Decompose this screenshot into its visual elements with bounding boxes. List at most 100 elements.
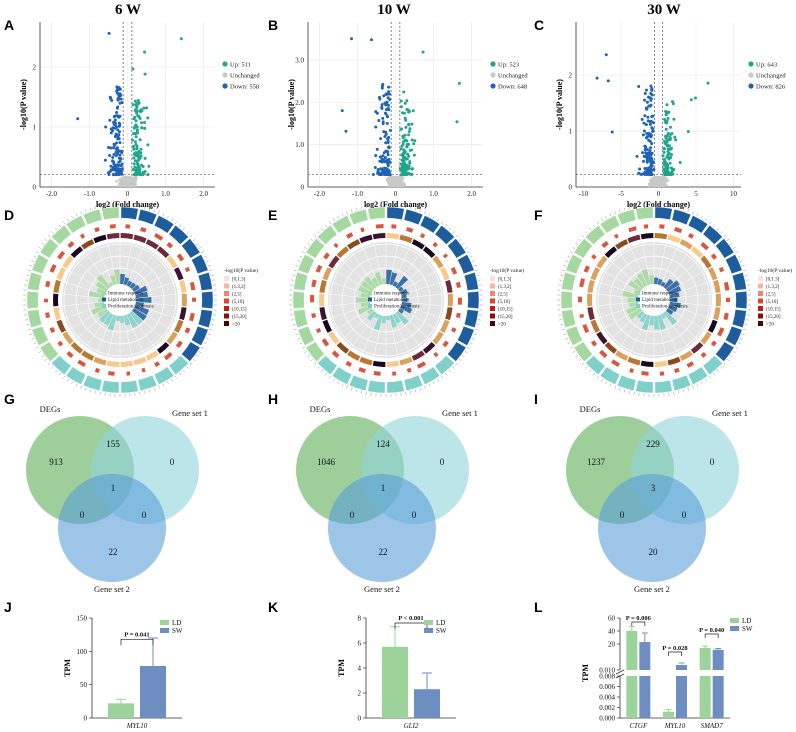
outer-tick xyxy=(337,215,340,219)
rich-factor-bar xyxy=(648,315,654,326)
point-up xyxy=(457,81,461,85)
enrichment-ring-segment xyxy=(133,234,147,244)
outer-tick xyxy=(559,319,563,321)
legend-swatch-ld xyxy=(160,620,169,625)
rich-factor-bar xyxy=(115,315,120,322)
point-unchanged xyxy=(385,178,389,181)
enrichment-ring-segment xyxy=(106,360,120,367)
term-segment xyxy=(635,380,654,394)
enrichment-ring-segment xyxy=(640,360,654,367)
point-up xyxy=(666,116,670,120)
outer-tick xyxy=(713,372,716,376)
point-down xyxy=(650,87,654,91)
inner-radial-line xyxy=(123,315,133,357)
outer-tick xyxy=(351,209,353,213)
term-segment xyxy=(573,341,593,362)
inner-radial-line xyxy=(630,246,648,286)
outer-tick xyxy=(424,211,426,215)
term-segment xyxy=(573,238,593,259)
rich-factor-bar xyxy=(392,313,402,324)
inner-radial-line xyxy=(401,293,444,299)
point-down xyxy=(384,93,388,97)
outer-tick xyxy=(601,378,603,382)
point-up xyxy=(662,150,666,154)
volcano-plot-6w: -2.0 -1.0 0 1.0 2.0 0 1 2 log2 (Fold change) -log… xyxy=(19,22,260,209)
gene-count-bar xyxy=(455,312,461,319)
point-unchanged xyxy=(389,183,393,187)
outer-tick xyxy=(477,279,481,281)
outer-tick xyxy=(705,378,707,382)
point-down xyxy=(379,137,383,141)
outer-tick xyxy=(333,378,335,382)
rich-factor-bar xyxy=(399,288,408,295)
bin-swatch xyxy=(490,291,495,296)
x-axis-label: log2 (Fold change) xyxy=(364,200,427,209)
point-up xyxy=(667,151,671,155)
point-down xyxy=(648,169,652,173)
rich-factor-bar xyxy=(395,310,409,325)
outer-tick xyxy=(405,205,407,209)
bin-swatch xyxy=(224,298,229,304)
outer-tick xyxy=(596,375,599,379)
bin-swatch xyxy=(224,283,229,289)
enrichment-ring-segment xyxy=(81,239,95,250)
point-down xyxy=(114,147,118,151)
point-up xyxy=(143,126,147,130)
inner-radial-line xyxy=(660,314,678,354)
term-segment xyxy=(293,309,308,328)
point-down xyxy=(387,90,391,94)
point-up xyxy=(407,110,411,114)
point-down xyxy=(649,146,653,150)
gene-count-bar xyxy=(108,371,115,376)
y-tick-label-lower: 0.006 xyxy=(599,683,615,691)
outer-tick xyxy=(44,359,48,362)
outer-tick xyxy=(148,389,151,393)
venn-region-set1-set2: 0 xyxy=(142,510,147,520)
rich-factor-bar xyxy=(397,308,404,314)
gene-count-bar xyxy=(154,233,164,241)
legend-swatch-ld xyxy=(730,618,739,623)
bar-sw xyxy=(140,666,166,718)
point-down xyxy=(606,79,610,83)
outer-tick xyxy=(207,265,211,267)
bar-sw xyxy=(676,676,687,718)
y-tick-label: 2 xyxy=(358,690,362,698)
outer-tick xyxy=(182,369,186,373)
outer-tick xyxy=(744,274,748,276)
legend-swatch-up xyxy=(490,61,496,67)
point-down xyxy=(109,131,113,135)
point-up xyxy=(132,162,136,166)
point-down xyxy=(386,136,390,140)
gene-count-bar xyxy=(718,266,725,273)
gene-count-bar xyxy=(599,349,608,359)
point-down xyxy=(340,109,344,113)
point-down xyxy=(373,165,377,169)
inner-radial-line xyxy=(657,315,667,357)
outer-tick xyxy=(210,274,214,276)
enrichment-ring-segment xyxy=(586,293,593,307)
inner-radial-line xyxy=(328,293,371,299)
outer-tick xyxy=(692,211,694,215)
y-axis-label: -log10(P value) xyxy=(555,79,564,130)
outer-tick xyxy=(144,206,146,210)
bar-chart-multi-gene: 0.010 20 40 60 0.000 0.002 0.004 0.006 0.008 TPM P… xyxy=(581,615,753,731)
point-up xyxy=(399,147,403,151)
category-label: Immune response xyxy=(108,292,144,297)
outer-tick xyxy=(192,238,196,241)
inner-radial-line xyxy=(69,270,107,293)
outer-tick xyxy=(458,238,462,241)
point-unchanged xyxy=(115,179,119,183)
point-up xyxy=(138,117,142,121)
point-down xyxy=(111,156,115,160)
inner-radial-line xyxy=(342,261,375,290)
enrichment-ring-segment xyxy=(120,233,134,240)
gene-count-bar xyxy=(140,227,147,233)
point-down xyxy=(112,152,116,156)
gene-count-bar xyxy=(315,264,323,273)
point-down xyxy=(111,146,115,150)
outer-tick xyxy=(605,381,608,385)
point-down xyxy=(644,88,648,92)
point-down xyxy=(648,149,652,153)
outer-tick xyxy=(295,333,299,335)
point-up xyxy=(401,134,405,138)
